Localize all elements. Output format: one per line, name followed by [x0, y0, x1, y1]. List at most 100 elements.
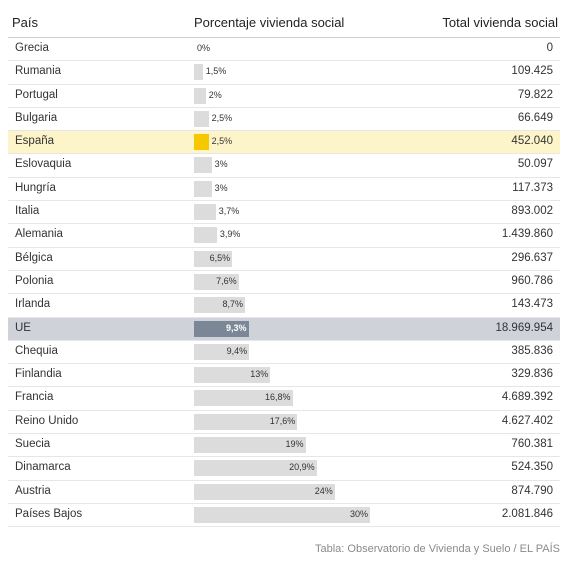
percentage-label: 16,8% — [265, 392, 291, 403]
percentage-label: 3,9% — [219, 229, 241, 240]
total-value: 0 — [546, 42, 553, 54]
country-label: Italia — [15, 205, 40, 218]
country-label: Austria — [15, 484, 51, 497]
percentage-bar — [194, 297, 245, 314]
country-label: Rumania — [15, 65, 62, 78]
percentage-label: 17,6% — [269, 415, 296, 426]
source-note: Tabla: Observatorio de Vivienda y Suelo … — [315, 543, 560, 555]
table-row: Portugal 2% 79.822 — [8, 85, 560, 108]
total-value: 296.637 — [511, 251, 553, 264]
table-row: Grecia 0% 0 — [8, 38, 560, 62]
percentage-bar — [194, 110, 209, 127]
percentage-bar — [194, 273, 239, 290]
percentage-label: 1,5% — [205, 66, 227, 77]
percentage-bar — [194, 87, 206, 104]
total-value: 117.373 — [512, 181, 553, 194]
percentage-bar — [194, 483, 335, 500]
table-row: Irlanda 8,7% 143.473 — [8, 294, 560, 318]
table-row: Francia 16,8% 4.689.392 — [8, 387, 560, 411]
total-value: 524.350 — [511, 461, 553, 474]
table-row: Eslovaquia 3% 50.097 — [8, 154, 560, 178]
total-value: 2.081.846 — [501, 507, 553, 520]
percentage-label: 2,5% — [211, 112, 233, 123]
table-row: Países Bajos 30% 2.081.846 — [8, 504, 560, 528]
percentage-label: 20,9% — [289, 462, 315, 473]
table-row: Austria 24% 874.790 — [8, 481, 560, 504]
total-value: 109.425 — [511, 65, 553, 78]
country-label: Suecia — [15, 438, 51, 451]
total-value: 874.790 — [511, 484, 553, 497]
percentage-bar — [194, 204, 216, 221]
percentage-bar — [194, 367, 271, 384]
percentage-label: 6,5% — [209, 252, 231, 263]
header-divider — [8, 37, 560, 38]
country-label: España — [15, 135, 55, 148]
percentage-label: 0% — [197, 43, 211, 53]
table-row: UE 9,3% 18.969.954 — [8, 317, 560, 341]
total-value: 4.689.392 — [501, 391, 553, 404]
total-value: 329.836 — [511, 368, 553, 381]
table-row: Italia 3,7% 893.002 — [8, 201, 560, 225]
percentage-bar — [194, 343, 250, 360]
percentage-label: 19% — [285, 439, 304, 450]
percentage-label: 7,6% — [216, 275, 237, 286]
table-row: Hungría 3% 117.373 — [8, 178, 560, 202]
country-label: Bulgaria — [15, 111, 58, 124]
percentage-label: 3,7% — [218, 206, 240, 217]
table-row: España 2,5% 452.040 — [8, 131, 560, 155]
country-label: Reino Unido — [15, 414, 79, 427]
country-label: Dinamarca — [15, 461, 71, 474]
total-value: 79.822 — [517, 88, 553, 101]
percentage-bar — [194, 390, 293, 407]
total-value: 1.439.860 — [501, 228, 553, 241]
total-value: 143.473 — [511, 298, 553, 311]
country-label: Chequia — [15, 344, 58, 357]
percentage-bar — [194, 320, 249, 337]
percentage-bar — [194, 413, 298, 430]
country-label: Polonia — [15, 274, 54, 287]
percentage-label: 9,3% — [226, 322, 247, 333]
percentage-label: 2% — [208, 89, 222, 100]
table-row: Suecia 19% 760.381 — [8, 434, 560, 458]
total-value: 4.627.402 — [501, 414, 553, 427]
table-row: Chequia 9,4% 385.836 — [8, 341, 560, 365]
percentage-label: 3% — [214, 159, 228, 170]
country-label: Alemania — [15, 228, 63, 241]
country-label: Portugal — [15, 88, 58, 101]
percentage-label: 2,5% — [211, 136, 233, 147]
column-header-percentage: Porcentaje vivienda social — [194, 15, 345, 30]
column-header-total: Total vivienda social — [442, 15, 558, 30]
percentage-bar — [194, 134, 209, 151]
country-label: Grecia — [15, 42, 49, 54]
table-row: Bélgica 6,5% 296.637 — [8, 248, 560, 271]
table-row: Polonia 7,6% 960.786 — [8, 271, 560, 295]
table-header: País Porcentaje vivienda social Total vi… — [0, 0, 575, 38]
total-value: 50.097 — [517, 158, 553, 171]
country-label: Finlandia — [15, 368, 62, 381]
total-value: 960.786 — [511, 274, 553, 287]
table-row: Bulgaria 2,5% 66.649 — [8, 108, 560, 132]
total-value: 452.040 — [511, 135, 553, 148]
country-label: Irlanda — [15, 298, 51, 311]
percentage-label: 13% — [250, 369, 269, 380]
percentage-label: 9,4% — [226, 345, 248, 356]
country-label: Hungría — [15, 181, 56, 194]
table-row: Finlandia 13% 329.836 — [8, 364, 560, 388]
percentage-label: 8,7% — [222, 299, 244, 310]
percentage-bar — [194, 437, 306, 454]
total-value: 66.649 — [517, 111, 553, 124]
percentage-label: 30% — [349, 508, 368, 519]
percentage-bar — [194, 227, 217, 244]
country-label: UE — [15, 321, 31, 334]
total-value: 385.836 — [511, 344, 553, 357]
percentage-bar — [194, 157, 212, 174]
percentage-label: 24% — [314, 485, 333, 496]
country-label: Francia — [15, 391, 54, 404]
total-value: 18.969.954 — [495, 321, 553, 334]
country-label: Eslovaquia — [15, 158, 72, 171]
percentage-bar — [194, 250, 233, 267]
country-label: Países Bajos — [15, 507, 83, 520]
table-body: Grecia 0% 0 Rumania 1,5% 109.425 Portugal 2% 79.… — [8, 38, 560, 528]
table-row: Alemania 3,9% 1.439.860 — [8, 224, 560, 248]
country-label: Bélgica — [15, 251, 53, 264]
